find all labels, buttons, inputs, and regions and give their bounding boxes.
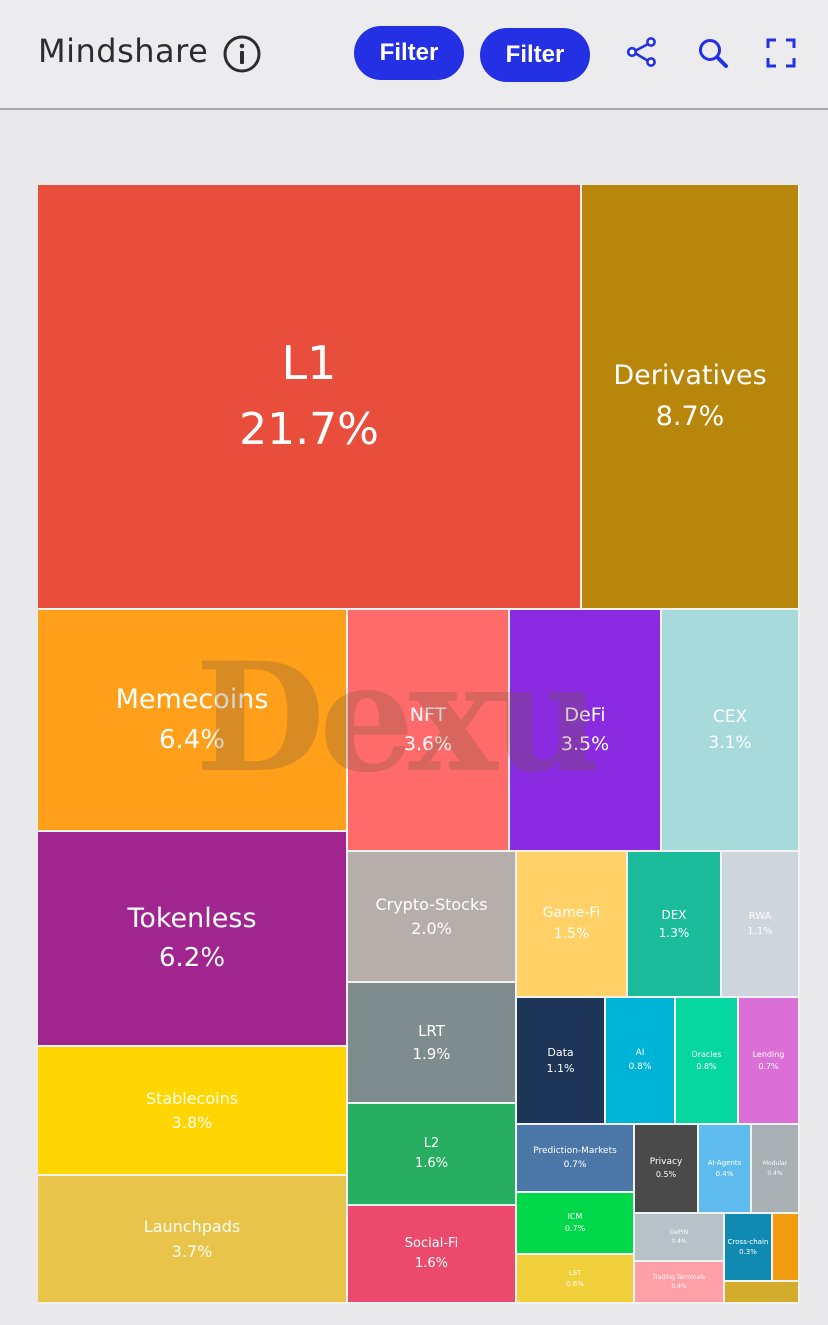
filter-button[interactable]: Filter [354, 26, 464, 80]
tile-label: Launchpads [143, 1217, 241, 1237]
tile-label: Game-Fi [542, 905, 601, 922]
header-bar: Mindshare Filter Filter [0, 0, 828, 108]
tile-value: 3.1% [708, 732, 752, 753]
treemap-tile-tokenless[interactable]: Tokenless 6.2% [38, 832, 348, 1047]
treemap-tile-l2[interactable]: L2 1.6% [348, 1104, 517, 1206]
treemap-tile-launchpads[interactable]: Launchpads 3.7% [38, 1176, 348, 1304]
tile-label: LRT [418, 1022, 445, 1040]
tile-value: 3.7% [171, 1241, 213, 1261]
tile-value: 6.4% [158, 724, 226, 755]
tile-label: Cross-chain [727, 1237, 769, 1246]
tile-label: Tokenless [127, 902, 257, 934]
tile-label: DePIN [669, 1228, 689, 1236]
treemap-tile-data[interactable]: Data 1.1% [517, 998, 606, 1125]
tile-value: 1.3% [658, 926, 690, 940]
treemap-tile-crypto-stocks[interactable]: Crypto-Stocks 2.0% [348, 852, 517, 983]
tile-label: Stablecoins [145, 1088, 239, 1108]
treemap-tile-dex[interactable]: DEX 1.3% [628, 852, 722, 998]
treemap-tile-defi[interactable]: DeFi 3.5% [510, 610, 662, 852]
treemap-tile-stablecoins[interactable]: Stablecoins 3.8% [38, 1047, 348, 1176]
tile-value: 0.5% [655, 1170, 677, 1180]
tile-label: Oracles [691, 1049, 722, 1059]
treemap-tile-ai-agents[interactable]: AI-Agents 0.4% [699, 1125, 752, 1214]
tile-label: CEX [712, 707, 748, 728]
tile-value: 0.4% [671, 1238, 687, 1245]
tile-value: 0.4% [715, 1169, 734, 1178]
tile-label: Social-Fi [404, 1236, 459, 1252]
treemap-tile-l1[interactable]: L1 21.7% [38, 185, 582, 610]
header-divider [0, 108, 828, 110]
tile-label: DEX [661, 907, 687, 922]
treemap-tile-trading-terminals[interactable]: Trading Terminals 0.4% [635, 1262, 725, 1304]
search-icon[interactable] [696, 36, 730, 70]
tile-value: 0.3% [739, 1248, 757, 1256]
treemap-tile-icm[interactable]: ICM 0.7% [517, 1193, 635, 1255]
tile-value: 21.7% [239, 404, 379, 456]
tile-label: Crypto-Stocks [375, 894, 488, 914]
tile-label: Derivatives [613, 360, 767, 392]
tile-value: 0.7% [563, 1159, 587, 1170]
tile-value: 2.0% [411, 919, 452, 938]
tile-value: 1.9% [412, 1045, 451, 1063]
treemap-tile-memecoins[interactable]: Memecoins 6.4% [38, 610, 348, 832]
treemap-tile-lending[interactable]: Lending 0.7% [739, 998, 800, 1125]
page-title: Mindshare [38, 32, 209, 70]
tile-value: 0.8% [628, 1062, 652, 1072]
tile-value: 1.6% [414, 1256, 449, 1271]
treemap-tile-unlabeled-30[interactable] [725, 1282, 800, 1304]
treemap-tile-oracles[interactable]: Oracles 0.8% [676, 998, 739, 1125]
tile-value: 8.7% [655, 400, 725, 432]
tile-label: Prediction-Markets [533, 1145, 617, 1156]
treemap-tile-lrt[interactable]: LRT 1.9% [348, 983, 517, 1104]
tile-label: L1 [281, 336, 337, 390]
treemap-tile-derivatives[interactable]: Derivatives 8.7% [582, 185, 800, 610]
tile-value: 0.6% [566, 1279, 584, 1288]
treemap-tile-privacy[interactable]: Privacy 0.5% [635, 1125, 699, 1214]
treemap-tile-game-fi[interactable]: Game-Fi 1.5% [517, 852, 628, 998]
treemap-tile-rwa[interactable]: RWA 1.1% [722, 852, 800, 998]
treemap-tile-ai[interactable]: AI 0.8% [606, 998, 676, 1125]
treemap-tile-nft[interactable]: NFT 3.6% [348, 610, 510, 852]
tile-label: Data [547, 1045, 574, 1059]
tile-value: 1.1% [546, 1062, 575, 1075]
tile-value: 0.7% [564, 1224, 586, 1233]
tile-label: ICM [567, 1212, 583, 1222]
tile-label: NFT [409, 704, 447, 727]
treemap-tile-cross-chain[interactable]: Cross-chain 0.3% [725, 1214, 773, 1282]
tile-value: 3.8% [171, 1113, 213, 1132]
treemap-tile-modular[interactable]: Modular 0.4% [752, 1125, 800, 1214]
tile-label: Privacy [649, 1157, 683, 1168]
treemap-tile-unlabeled-25[interactable] [773, 1214, 800, 1282]
tile-label: Lending [752, 1049, 785, 1059]
tile-label: AI [635, 1048, 645, 1059]
tile-value: 1.6% [414, 1156, 449, 1171]
tile-value: 1.1% [747, 925, 773, 937]
filter-button-secondary[interactable]: Filter [480, 28, 590, 82]
tile-label: AI-Agents [707, 1159, 742, 1168]
tile-value: 0.4% [671, 1283, 687, 1290]
tile-label: L2 [423, 1136, 440, 1152]
tile-label: Modular [762, 1160, 788, 1168]
tile-value: 3.5% [560, 733, 610, 755]
treemap-tile-lst[interactable]: LST 0.6% [517, 1255, 635, 1304]
tile-value: 1.5% [553, 926, 590, 942]
tile-value: 0.8% [696, 1061, 717, 1071]
tile-label: LST [568, 1269, 582, 1278]
treemap-tile-depin[interactable]: DePIN 0.4% [635, 1214, 725, 1262]
treemap-tile-cex[interactable]: CEX 3.1% [662, 610, 800, 852]
tile-label: RWA [748, 910, 772, 922]
tile-value: 0.7% [758, 1061, 779, 1071]
tile-value: 0.4% [767, 1169, 783, 1177]
share-icon[interactable] [626, 36, 660, 70]
tile-label: Trading Terminals [652, 1273, 706, 1281]
fullscreen-icon[interactable] [764, 36, 798, 70]
tile-value: 6.2% [158, 943, 226, 974]
treemap-tile-social-fi[interactable]: Social-Fi 1.6% [348, 1206, 517, 1304]
tile-value: 3.6% [403, 733, 453, 755]
tile-label: DeFi [564, 704, 606, 727]
treemap-chart: L1 21.7% Derivatives 8.7% Memecoins 6.4% NFT 3.… [38, 185, 800, 1304]
treemap-tile-prediction-markets[interactable]: Prediction-Markets 0.7% [517, 1125, 635, 1193]
info-icon[interactable] [222, 34, 262, 74]
tile-label: Memecoins [115, 684, 269, 716]
